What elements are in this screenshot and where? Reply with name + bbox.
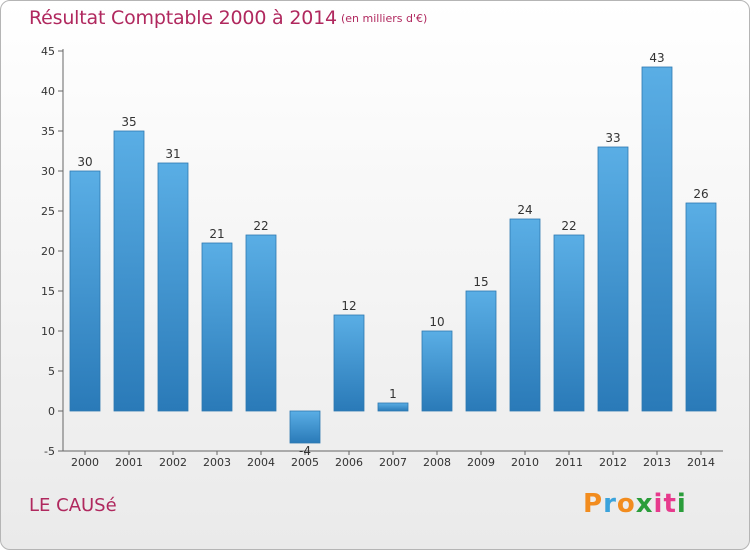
bar-2001	[113, 130, 145, 412]
bar-2013	[641, 66, 673, 412]
y-tick-label: 5	[48, 365, 55, 378]
bar-2010	[509, 218, 541, 412]
bar-2000	[69, 170, 101, 412]
bar-2014	[685, 202, 717, 412]
data-label-2000: 30	[77, 155, 92, 169]
data-label-2004: 22	[253, 219, 268, 233]
data-label-2009: 15	[473, 275, 488, 289]
bar-2004	[245, 234, 277, 412]
logo-letter: o	[616, 489, 636, 519]
chart-title: Résultat Comptable 2000 à 2014	[29, 7, 337, 29]
data-label-2010: 24	[517, 203, 532, 217]
data-label-2012: 33	[605, 131, 620, 145]
x-tick-label: 2003	[203, 456, 231, 469]
data-label-2008: 10	[429, 315, 444, 329]
y-tick-label: 45	[41, 45, 55, 58]
x-tick-label: 2011	[555, 456, 583, 469]
y-tick-label: 10	[41, 325, 55, 338]
bar-2003	[201, 242, 233, 412]
y-tick-label: 0	[48, 405, 55, 418]
data-label-2001: 35	[121, 115, 136, 129]
bar-2006	[333, 314, 365, 412]
proxiti-logo: Proxiti	[583, 489, 687, 519]
x-tick-label: 2002	[159, 456, 187, 469]
data-label-2006: 12	[341, 299, 356, 313]
x-tick-label: 2000	[71, 456, 99, 469]
bars	[69, 66, 717, 444]
x-tick-label: 2006	[335, 456, 363, 469]
y-tick-label: 30	[41, 165, 55, 178]
logo-letter: x	[635, 489, 654, 519]
logo-letter: r	[603, 489, 617, 519]
bar-2008	[421, 330, 453, 412]
data-label-2011: 22	[561, 219, 576, 233]
x-tick-label: 2007	[379, 456, 407, 469]
data-label-2005: -4	[299, 444, 311, 458]
bar-2011	[553, 234, 585, 412]
logo-letter: t	[663, 489, 677, 519]
x-tick-label: 2009	[467, 456, 495, 469]
data-label-2014: 26	[693, 187, 708, 201]
y-tick-label: -5	[44, 445, 55, 458]
bar-2009	[465, 290, 497, 412]
logo-letter: i	[676, 489, 687, 519]
x-tick-label: 2013	[643, 456, 671, 469]
x-tick-label: 2004	[247, 456, 275, 469]
y-tick-label: 15	[41, 285, 55, 298]
bar-2002	[157, 162, 189, 412]
chart-subtitle: (en milliers d'€)	[341, 12, 428, 25]
data-label-2002: 31	[165, 147, 180, 161]
data-labels: 30 35 31 21 22 -4 12 1 10 15 24 22 33 43 26	[77, 51, 708, 458]
x-tick-label: 2008	[423, 456, 451, 469]
bar-2012	[597, 146, 629, 412]
x-tick-label: 2014	[687, 456, 715, 469]
x-tick-label: 2005	[291, 456, 319, 469]
x-tick-label: 2012	[599, 456, 627, 469]
bar-2007	[377, 402, 409, 412]
y-tick-label: 20	[41, 245, 55, 258]
data-label-2013: 43	[649, 51, 664, 65]
data-label-2007: 1	[389, 387, 397, 401]
y-tick-label: 40	[41, 85, 55, 98]
y-tick-label: 35	[41, 125, 55, 138]
x-tick-label: 2001	[115, 456, 143, 469]
bar-2005	[289, 410, 321, 444]
axes: -5 0 5 10 15 20 25 30 35 40 45 2000 2001 2002 2003 2004…	[41, 45, 723, 469]
data-label-2003: 21	[209, 227, 224, 241]
logo-letter: i	[653, 489, 664, 519]
commune-name: LE CAUSé	[29, 495, 117, 516]
x-tick-label: 2010	[511, 456, 539, 469]
y-tick-label: 25	[41, 205, 55, 218]
logo-letter: P	[583, 489, 604, 519]
